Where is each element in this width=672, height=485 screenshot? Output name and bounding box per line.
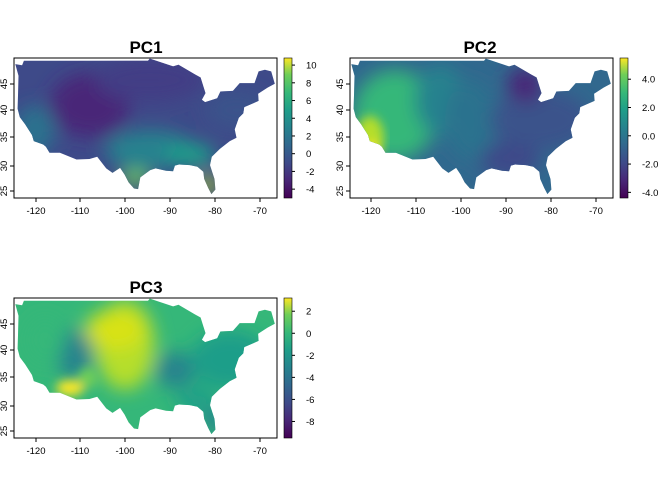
y-axis: 25 30 35 40 45 [0, 319, 14, 437]
colorbar-tick-label: -4 [306, 185, 314, 196]
panel-pc1: PC1 -120 -110 -100 - [0, 38, 317, 217]
x-tick-label: -80 [208, 446, 222, 457]
x-tick-label: -70 [589, 206, 603, 217]
colorbar-tick-label: -8 [306, 417, 314, 428]
colorbar-tick-label: 4 [306, 114, 311, 125]
x-tick-label: -120 [26, 446, 45, 457]
x-tick-label: -70 [253, 446, 267, 457]
panel-title: PC2 [463, 38, 496, 57]
colorbar-gradient [619, 57, 629, 199]
colorbar-tick-label: -4 [306, 373, 314, 384]
plot-frame [13, 57, 278, 199]
colorbar-tick-label: -2 [306, 351, 314, 362]
y-tick-label: 40 [0, 345, 10, 356]
x-tick-label: -120 [361, 206, 380, 217]
x-tick-label: -80 [544, 206, 558, 217]
colorbar-tick-label: -6 [306, 395, 314, 406]
plot-frame [13, 297, 278, 439]
colorbar-gradient [283, 57, 293, 199]
x-tick-label: -110 [407, 206, 425, 217]
x-axis: -120 -110 -100 -90 -80 -70 [26, 198, 267, 217]
raster-map [15, 58, 275, 195]
x-axis: -120 -110 -100 -90 -80 -70 [361, 198, 603, 217]
panel-title: PC3 [129, 278, 162, 297]
y-tick-label: 35 [0, 132, 10, 143]
y-tick-label: 45 [0, 319, 10, 330]
panel-pc3: PC3 [0, 278, 314, 457]
colorbar-tick-label: -4.0 [642, 188, 658, 199]
colorbar-gradient [283, 297, 293, 439]
y-tick-label: 25 [0, 426, 10, 437]
y-tick-label: 30 [0, 161, 10, 172]
raster-map [351, 58, 611, 195]
x-tick-label: -90 [499, 206, 513, 217]
y-tick-label: 25 [0, 186, 10, 197]
x-tick-label: -120 [26, 206, 45, 217]
x-axis: -120 -110 -100 -90 -80 -70 [26, 438, 267, 457]
y-tick-label: 40 [335, 105, 346, 116]
colorbar-tick-label: 0.0 [642, 131, 655, 142]
colorbar-tick-label: 10 [306, 61, 317, 72]
x-tick-label: -80 [208, 206, 222, 217]
x-tick-label: -100 [451, 206, 470, 217]
y-tick-label: 30 [335, 161, 346, 172]
colorbar-tick-label: 0 [306, 329, 311, 340]
y-tick-label: 30 [0, 401, 10, 412]
x-tick-label: -90 [163, 206, 177, 217]
y-axis: 25 30 35 40 45 [335, 79, 350, 197]
x-tick-label: -100 [115, 206, 134, 217]
y-tick-label: 35 [335, 132, 346, 143]
y-tick-label: 45 [0, 79, 10, 90]
x-tick-label: -110 [71, 206, 89, 217]
colorbar-tick-label: 2 [306, 131, 311, 142]
x-tick-label: -110 [71, 446, 89, 457]
colorbar-tick-label: 4.0 [642, 75, 655, 86]
x-tick-label: -100 [115, 446, 134, 457]
colorbar: 2 0 -2 -4 -6 -8 [283, 297, 314, 439]
y-axis: 25 30 35 40 45 [0, 79, 14, 197]
colorbar: 4.0 2.0 0.0 -2.0 -4.0 [619, 57, 658, 199]
panel-title: PC1 [129, 38, 162, 57]
colorbar-tick-label: 6 [306, 96, 311, 107]
colorbar-tick-label: -2.0 [642, 160, 658, 171]
colorbar-tick-label: -2 [306, 167, 314, 178]
colorbar-tick-label: 2 [306, 307, 311, 318]
colorbar-tick-label: 8 [306, 78, 311, 89]
colorbar: 10 8 6 4 2 0 -2 -4 [283, 57, 317, 199]
raster-map [15, 298, 275, 435]
colorbar-tick-label: 2.0 [642, 103, 655, 114]
y-tick-label: 40 [0, 105, 10, 116]
x-tick-label: -90 [163, 446, 177, 457]
y-tick-label: 45 [335, 79, 346, 90]
plot-frame [349, 57, 614, 199]
panel-pc2: PC2 -120 -110 [335, 38, 658, 217]
y-tick-label: 35 [0, 372, 10, 383]
x-tick-label: -70 [253, 206, 267, 217]
colorbar-tick-label: 0 [306, 149, 311, 160]
y-tick-label: 25 [335, 186, 346, 197]
